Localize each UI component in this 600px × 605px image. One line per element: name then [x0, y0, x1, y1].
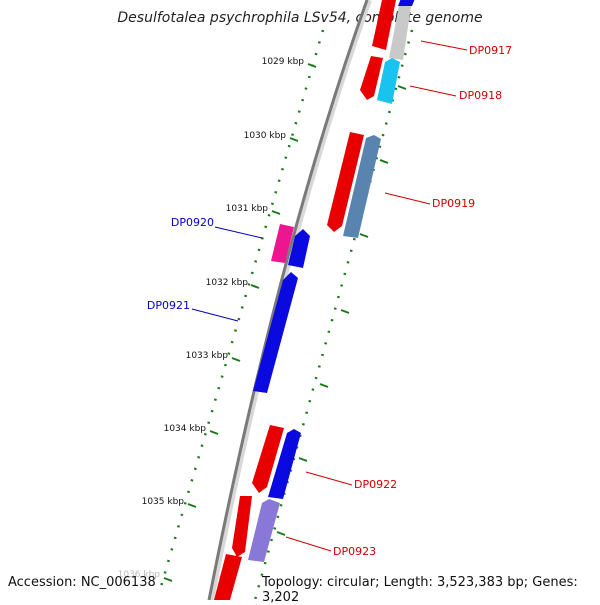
tick-label: 1033 kbp [186, 351, 229, 361]
tick-mark [250, 284, 260, 289]
topology-text: Topology: circular; Length: 3,523,383 bp… [262, 575, 578, 605]
backbone-line [207, 0, 369, 600]
tick-mark [276, 531, 286, 536]
genome-backbone [207, 0, 372, 600]
tick-mark [231, 357, 241, 362]
tick-label: 1034 kbp [164, 424, 207, 434]
gene-label-dp0917[interactable]: DP0917 [469, 44, 512, 57]
gene-label-dp0918[interactable]: DP0918 [459, 89, 502, 102]
gene-label-dp0923[interactable]: DP0923 [333, 545, 376, 558]
tick-mark [397, 85, 407, 90]
gene-arrow-dp0917[interactable] [360, 56, 383, 100]
tick-label: 1035 kbp [142, 497, 185, 507]
leader-line-dp0923 [285, 536, 332, 552]
gene-label-dp0922[interactable]: DP0922 [354, 478, 397, 491]
leader-line-dp0919 [384, 192, 431, 205]
tick-label: 1032 kbp [206, 278, 249, 288]
leader-line-dp0922 [305, 471, 353, 486]
leader-line-dp0921 [191, 308, 239, 322]
gene-arrow-dp0920-pink[interactable] [271, 224, 294, 263]
gene-arrow-dp0920[interactable] [288, 229, 310, 268]
leader-line-dp0918 [409, 85, 457, 97]
gene-features [214, 0, 416, 600]
tick-mark [307, 63, 317, 68]
tick-mark [340, 309, 350, 314]
gene-label-dp0920[interactable]: DP0920 [171, 216, 214, 229]
gene-label-dp0919[interactable]: DP0919 [432, 197, 475, 210]
gene-arrow-dp0919[interactable] [343, 135, 381, 238]
gene-arrow-dp0922-red[interactable] [252, 425, 284, 493]
tick-mark [271, 210, 281, 215]
gene-arrow-dp0918[interactable] [377, 58, 400, 104]
outer-dotted-track [253, 29, 414, 600]
gene-arrow-dp0921[interactable] [253, 272, 298, 393]
gene-arrow-dp0923[interactable] [248, 499, 280, 562]
tick-marks: 1029 kbp 1030 kbp 1031 kbp 1032 kbp 1033… [118, 57, 407, 582]
backbone-line-shadow [208, 0, 372, 600]
tick-mark [298, 457, 308, 462]
tick-mark [163, 577, 173, 582]
gene-label-dp0921[interactable]: DP0921 [147, 299, 190, 312]
tick-label: 1030 kbp [244, 131, 287, 141]
gene-arrow[interactable] [398, 0, 416, 6]
tick-mark [289, 137, 299, 142]
gene-arrow[interactable] [214, 554, 242, 600]
tick-mark [379, 159, 389, 164]
inner-dotted-track [158, 29, 325, 591]
leader-line-dp0917 [420, 40, 468, 51]
gene-arrow[interactable] [372, 0, 396, 50]
gene-arrow-dp0923-red[interactable] [232, 496, 252, 557]
gene-arrow-dp0922[interactable] [268, 429, 301, 499]
dotted-tracks [158, 29, 414, 600]
label-leaders [191, 40, 468, 552]
tick-mark [209, 430, 219, 435]
gene-arrow[interactable] [389, 0, 412, 60]
gene-arrow-dp0919-red[interactable] [327, 132, 364, 232]
tick-mark [187, 503, 197, 508]
tick-label: 1029 kbp [262, 57, 305, 67]
leader-line-dp0920 [214, 226, 263, 239]
gene-labels: DP0917 DP0918 DP0919 DP0920 DP0921 DP092… [147, 44, 512, 558]
tick-mark [359, 233, 369, 238]
accession-text: Accession: NC_006138 [8, 575, 156, 590]
tick-label: 1036 kbp [118, 570, 161, 580]
tick-mark [319, 383, 329, 388]
tick-label: 1031 kbp [226, 204, 269, 214]
